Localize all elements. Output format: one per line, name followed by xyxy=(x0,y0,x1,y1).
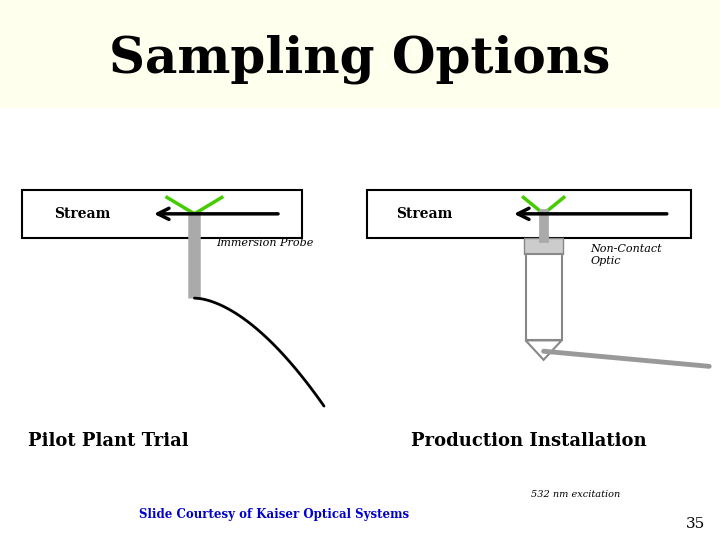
Bar xyxy=(526,254,562,340)
Text: Slide Courtesy of Kaiser Optical Systems: Slide Courtesy of Kaiser Optical Systems xyxy=(138,508,409,521)
Bar xyxy=(22,190,302,238)
Text: Production Installation: Production Installation xyxy=(411,431,647,450)
Text: 35: 35 xyxy=(686,517,706,531)
Text: Non-Contact
Optic: Non-Contact Optic xyxy=(590,244,662,266)
Text: Sampling Options: Sampling Options xyxy=(109,35,611,84)
Text: 532 nm excitation: 532 nm excitation xyxy=(531,490,621,499)
Text: Pilot Plant Trial: Pilot Plant Trial xyxy=(27,431,189,450)
Text: Stream: Stream xyxy=(54,207,110,221)
Polygon shape xyxy=(526,340,562,360)
Bar xyxy=(523,238,563,254)
Bar xyxy=(367,190,691,238)
Text: Stream: Stream xyxy=(396,207,452,221)
Text: Immersion Probe: Immersion Probe xyxy=(216,238,313,248)
